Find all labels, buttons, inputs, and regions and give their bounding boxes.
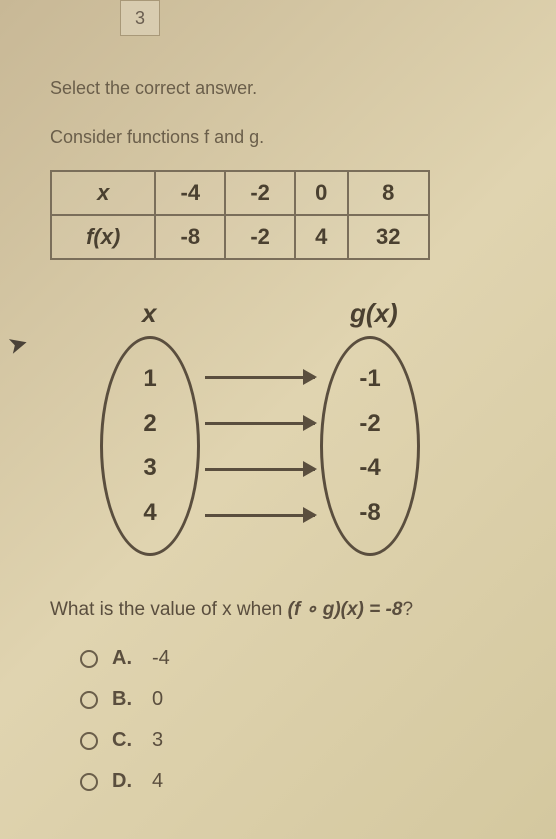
mapping-value: 1 <box>143 365 156 393</box>
option-label: B. <box>112 688 138 711</box>
table-cell: 32 <box>348 215 429 259</box>
table-header-fx: f(x) <box>51 215 155 259</box>
table-cell: -2 <box>225 171 295 215</box>
mapping-label-gx: g(x) <box>350 298 398 329</box>
mapping-value: -2 <box>359 410 380 438</box>
mapping-value: 3 <box>143 454 156 482</box>
arrow-icon <box>205 514 315 517</box>
mapping-label-x: x <box>142 298 156 329</box>
radio-icon[interactable] <box>80 773 98 791</box>
option-value: -4 <box>152 647 170 670</box>
option-b[interactable]: B. 0 <box>80 688 516 711</box>
option-c[interactable]: C. 3 <box>80 729 516 752</box>
option-a[interactable]: A. -4 <box>80 647 516 670</box>
mapping-range-oval: -1 -2 -4 -8 <box>320 336 420 556</box>
option-d[interactable]: D. 4 <box>80 770 516 793</box>
table-cell: -4 <box>155 171 225 215</box>
radio-icon[interactable] <box>80 691 98 709</box>
question-expression: (f ∘ g)(x) = -8 <box>288 599 403 620</box>
arrow-icon <box>205 422 315 425</box>
table-cell: 4 <box>295 215 348 259</box>
option-label: D. <box>112 770 138 793</box>
mapping-value: -1 <box>359 365 380 393</box>
table-cell: -8 <box>155 215 225 259</box>
option-label: C. <box>112 729 138 752</box>
option-label: A. <box>112 647 138 670</box>
mapping-value: -8 <box>359 499 380 527</box>
arrow-icon <box>205 468 315 471</box>
tab-number: 3 <box>135 8 145 29</box>
option-value: 4 <box>152 770 163 793</box>
radio-icon[interactable] <box>80 732 98 750</box>
table-cell: -2 <box>225 215 295 259</box>
question-page: Select the correct answer. Consider func… <box>0 0 556 831</box>
answer-options: A. -4 B. 0 C. 3 D. 4 <box>50 647 516 793</box>
mapping-value: 2 <box>143 410 156 438</box>
arrow-icon <box>205 376 315 379</box>
table-cell: 8 <box>348 171 429 215</box>
radio-icon[interactable] <box>80 650 98 668</box>
question-number-tab: 3 <box>120 0 160 36</box>
table-header-x: x <box>51 171 155 215</box>
instruction-text: Select the correct answer. <box>50 78 516 99</box>
function-f-table: x -4 -2 0 8 f(x) -8 -2 4 32 <box>50 170 430 260</box>
option-value: 0 <box>152 688 163 711</box>
mapping-value: -4 <box>359 454 380 482</box>
question-suffix: ? <box>402 599 413 620</box>
table-cell: 0 <box>295 171 348 215</box>
mapping-value: 4 <box>143 499 156 527</box>
mapping-domain-oval: 1 2 3 4 <box>100 336 200 556</box>
mapping-arrows <box>205 354 315 538</box>
question-text: What is the value of x when (f ∘ g)(x) =… <box>50 598 516 621</box>
option-value: 3 <box>152 729 163 752</box>
question-prefix: What is the value of x when <box>50 599 288 620</box>
subtitle-text: Consider functions f and g. <box>50 127 516 148</box>
function-g-mapping: x g(x) 1 2 3 4 -1 -2 -4 -8 <box>50 298 470 578</box>
